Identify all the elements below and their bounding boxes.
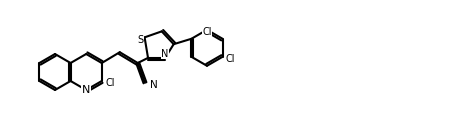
Text: Cl: Cl	[106, 78, 115, 88]
Text: S: S	[137, 35, 143, 45]
Text: N: N	[150, 80, 157, 90]
Text: Cl: Cl	[202, 27, 211, 37]
Text: N: N	[161, 49, 168, 59]
Text: N: N	[82, 85, 90, 95]
Text: Cl: Cl	[225, 54, 235, 64]
